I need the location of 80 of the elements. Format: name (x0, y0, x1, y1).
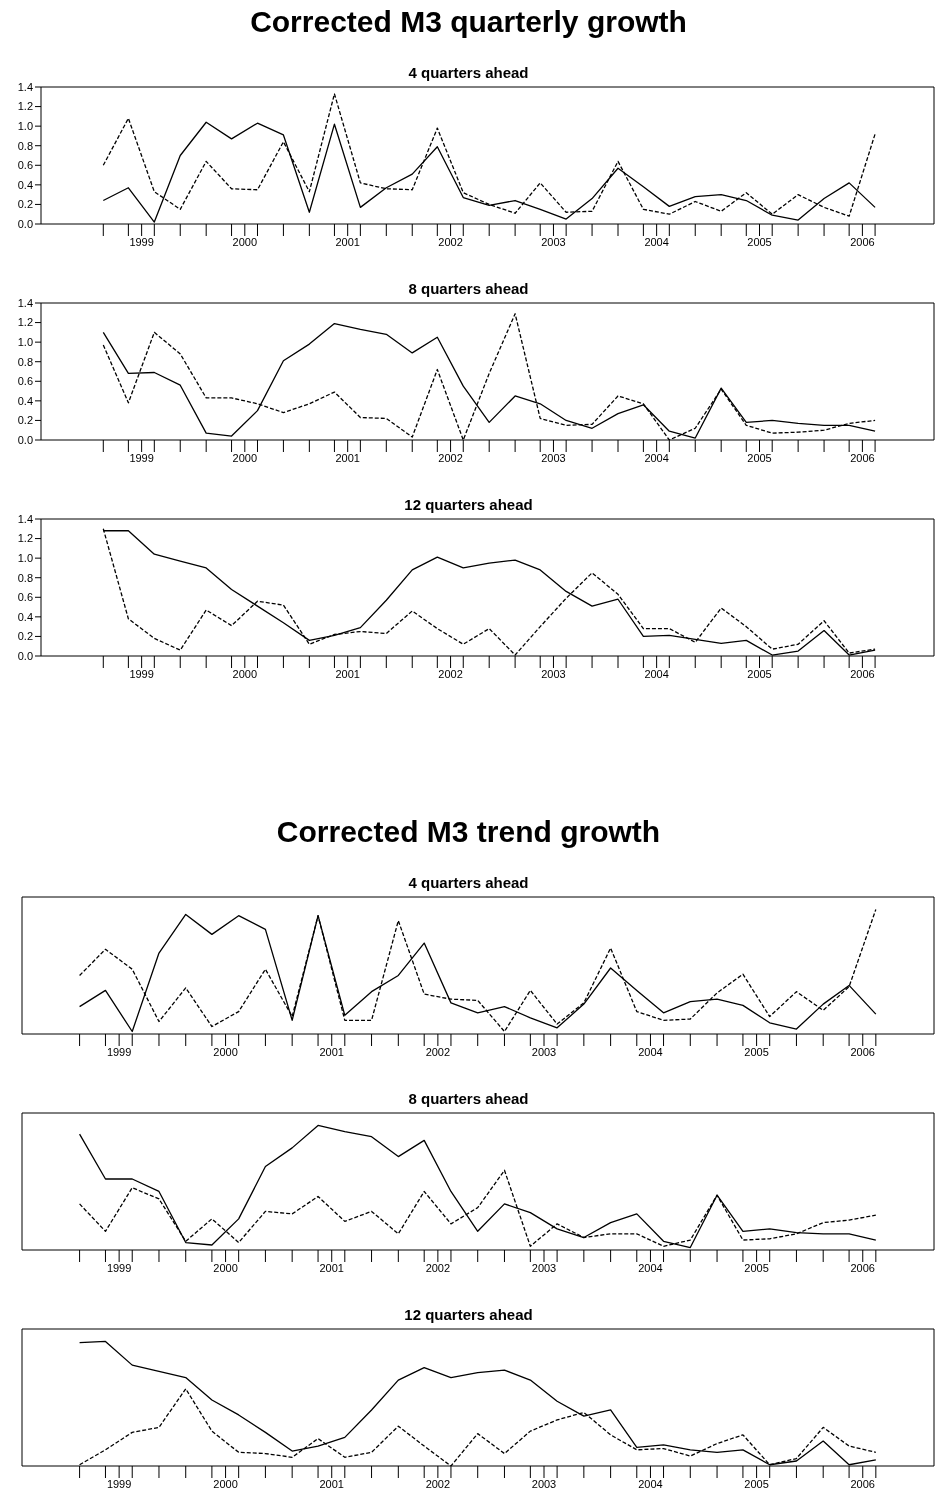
chart-title: 12 quarters ahead (403, 1306, 534, 1324)
chart-title: 8 quarters ahead (407, 280, 530, 298)
chart-subtitle: 4 quarters ahead (407, 874, 530, 892)
x-tick-label: 1999 (129, 667, 154, 680)
y-tick-label: 1.2 (17, 100, 33, 113)
x-tick-label: 2005 (747, 451, 772, 464)
y-tick-label: 0.0 (17, 433, 33, 446)
x-tick-label: 2003 (541, 235, 566, 248)
x-tick-label: 2005 (744, 1261, 769, 1274)
y-tick-label: 0.0 (17, 217, 33, 230)
x-tick-label: 2006 (850, 667, 875, 680)
y-tick-label: 0.2 (17, 414, 33, 427)
x-tick-label: 2000 (232, 235, 258, 248)
y-tick-label: 0.2 (17, 198, 33, 211)
x-tick-label: 2001 (335, 451, 360, 464)
x-tick-label: 2002 (425, 1261, 451, 1274)
y-tick-label: 0.4 (17, 394, 33, 407)
x-tick-label: 2002 (425, 1477, 451, 1490)
x-tick-label: 2000 (213, 1477, 238, 1490)
x-tick-label: 2004 (644, 235, 669, 248)
y-tick-label: 0.6 (17, 159, 33, 172)
x-tick-label: 1999 (106, 1045, 132, 1058)
x-tick-label: 2001 (335, 235, 360, 248)
x-tick-label: 2003 (531, 1477, 557, 1490)
x-tick-label: 2003 (541, 451, 566, 464)
y-tick-label: 0.0 (17, 649, 33, 662)
x-tick-label: 2001 (319, 1261, 344, 1274)
y-tick-label: 0.8 (17, 571, 33, 584)
x-tick-label: 2003 (531, 1261, 557, 1274)
x-tick-label: 2006 (850, 235, 875, 248)
x-tick-label: 2005 (744, 1477, 769, 1490)
x-tick-label: 1999 (106, 1261, 132, 1274)
x-tick-label: 2004 (644, 451, 669, 464)
x-tick-label: 2003 (541, 667, 566, 680)
x-tick-label: 2002 (438, 667, 463, 680)
y-tick-label: 0.8 (17, 355, 33, 368)
y-tick-label: 1.2 (17, 532, 33, 545)
x-tick-label: 2005 (744, 1045, 769, 1058)
x-tick-label: 1999 (106, 1477, 132, 1490)
x-tick-label: 2001 (335, 667, 360, 680)
y-tick-label: 1.0 (17, 552, 33, 565)
x-tick-label: 1999 (129, 235, 154, 248)
x-tick-label: 2002 (438, 235, 463, 248)
x-tick-label: 2000 (232, 667, 258, 680)
x-tick-label: 2004 (644, 667, 669, 680)
x-tick-label: 2004 (638, 1045, 663, 1058)
x-tick-label: 2006 (850, 1045, 875, 1058)
y-tick-label: 0.8 (17, 139, 33, 152)
x-tick-label: 2004 (638, 1261, 663, 1274)
x-tick-label: 2000 (232, 451, 258, 464)
x-tick-label: 1999 (129, 451, 154, 464)
chart-title: Corrected M3 trend growth (275, 814, 662, 850)
x-tick-label: 2005 (747, 667, 772, 680)
y-tick-label: 1.4 (17, 80, 33, 93)
y-tick-label: 1.2 (17, 316, 33, 329)
y-tick-label: 0.4 (17, 178, 33, 191)
y-tick-label: 0.4 (17, 610, 33, 623)
x-tick-label: 2006 (850, 451, 875, 464)
y-tick-label: 0.6 (17, 591, 33, 604)
x-tick-label: 2005 (747, 235, 772, 248)
x-tick-label: 2002 (438, 451, 463, 464)
chart-title: 8 quarters ahead (407, 1090, 530, 1108)
x-tick-label: 2001 (319, 1477, 344, 1490)
x-tick-label: 2006 (850, 1477, 875, 1490)
y-tick-label: 1.0 (17, 336, 33, 349)
x-tick-label: 2000 (213, 1261, 238, 1274)
x-tick-label: 2003 (531, 1045, 557, 1058)
y-tick-label: 1.4 (17, 512, 33, 525)
y-tick-label: 0.6 (17, 375, 33, 388)
y-tick-label: 1.0 (17, 120, 33, 133)
x-tick-label: 2006 (850, 1261, 875, 1274)
x-tick-label: 2001 (319, 1045, 344, 1058)
y-tick-label: 1.4 (17, 296, 33, 309)
x-tick-label: 2002 (425, 1045, 451, 1058)
chart-title: Corrected M3 quarterly growth (249, 4, 688, 40)
x-tick-label: 2000 (213, 1045, 238, 1058)
chart-subtitle: 4 quarters ahead (407, 64, 530, 82)
chart-title: 12 quarters ahead (403, 496, 534, 514)
x-tick-label: 2004 (638, 1477, 663, 1490)
y-tick-label: 0.2 (17, 630, 33, 643)
